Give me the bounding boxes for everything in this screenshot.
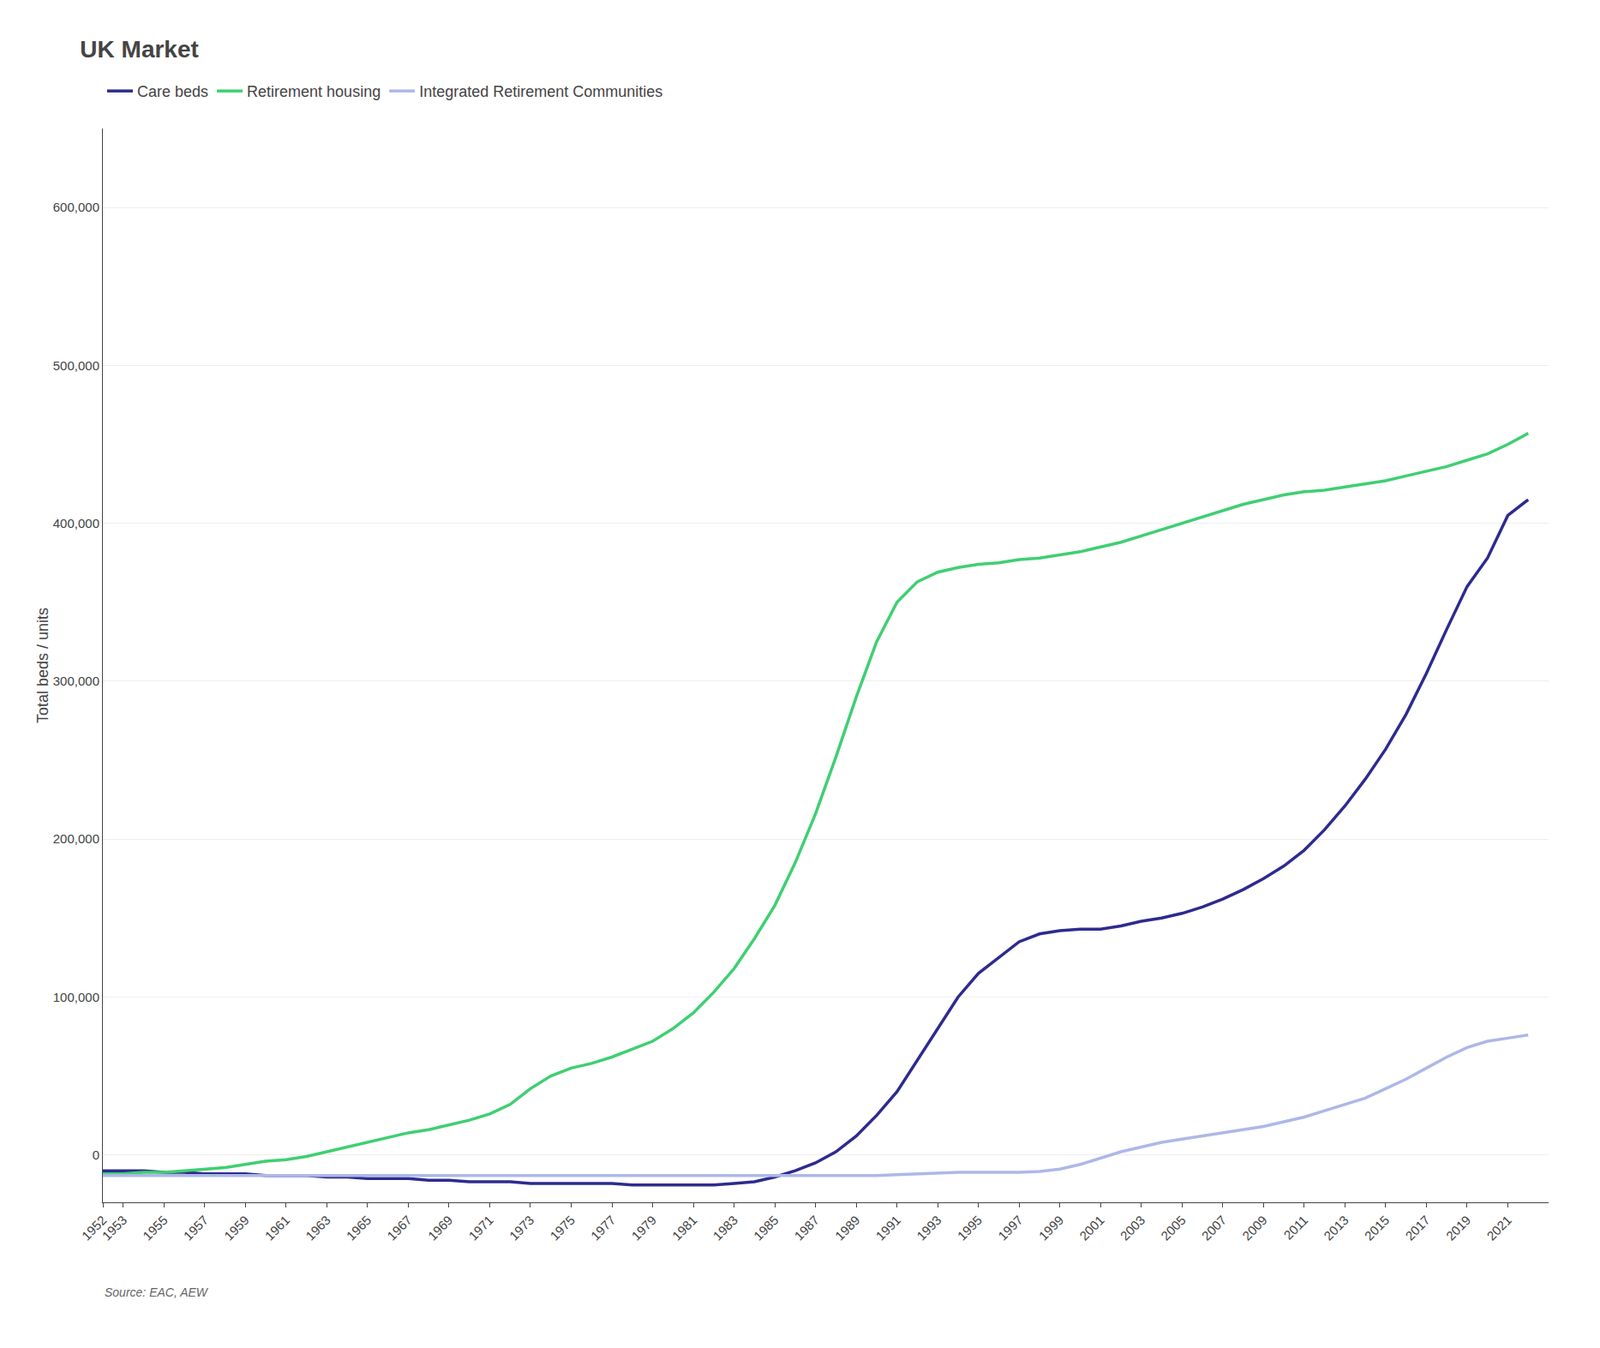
svg-text:Source: EAC, AEW: Source: EAC, AEW — [104, 1285, 210, 1300]
svg-text:2019: 2019 — [1443, 1212, 1475, 1244]
svg-text:1991: 1991 — [872, 1212, 904, 1244]
svg-text:Care beds: Care beds — [137, 83, 209, 101]
svg-text:1959: 1959 — [221, 1212, 252, 1244]
svg-text:2001: 2001 — [1076, 1212, 1108, 1244]
svg-text:1953: 1953 — [99, 1212, 131, 1244]
svg-text:2013: 2013 — [1320, 1212, 1352, 1244]
svg-text:2005: 2005 — [1157, 1212, 1189, 1244]
svg-text:1963: 1963 — [302, 1212, 334, 1244]
svg-text:2003: 2003 — [1117, 1212, 1149, 1244]
svg-text:1971: 1971 — [465, 1212, 497, 1244]
svg-text:2007: 2007 — [1198, 1212, 1230, 1244]
svg-text:1977: 1977 — [587, 1212, 619, 1244]
svg-text:1961: 1961 — [262, 1212, 294, 1244]
svg-text:1981: 1981 — [669, 1212, 701, 1244]
svg-text:UK Market: UK Market — [79, 35, 198, 63]
svg-text:1973: 1973 — [506, 1212, 538, 1244]
svg-text:1999: 1999 — [1036, 1212, 1067, 1244]
svg-text:1985: 1985 — [750, 1212, 782, 1244]
svg-text:1987: 1987 — [791, 1212, 822, 1244]
svg-text:2021: 2021 — [1483, 1212, 1515, 1244]
svg-text:2017: 2017 — [1402, 1212, 1433, 1244]
svg-text:1955: 1955 — [139, 1212, 171, 1244]
svg-text:1995: 1995 — [954, 1212, 986, 1244]
svg-text:0: 0 — [92, 1147, 100, 1163]
svg-text:100,000: 100,000 — [53, 989, 100, 1005]
svg-text:1969: 1969 — [425, 1212, 456, 1244]
svg-text:1965: 1965 — [343, 1212, 375, 1244]
svg-text:Retirement housing: Retirement housing — [246, 83, 381, 101]
svg-text:300,000: 300,000 — [53, 673, 100, 689]
svg-text:1967: 1967 — [383, 1212, 415, 1244]
svg-text:1952: 1952 — [78, 1212, 110, 1244]
svg-text:600,000: 600,000 — [53, 199, 100, 215]
svg-text:1983: 1983 — [709, 1212, 741, 1244]
svg-text:1997: 1997 — [994, 1212, 1026, 1244]
svg-text:1975: 1975 — [546, 1212, 578, 1244]
svg-text:1957: 1957 — [180, 1212, 212, 1244]
svg-text:2015: 2015 — [1361, 1212, 1393, 1244]
svg-text:2009: 2009 — [1239, 1212, 1271, 1244]
svg-text:400,000: 400,000 — [53, 515, 100, 531]
svg-text:1993: 1993 — [913, 1212, 945, 1244]
svg-text:200,000: 200,000 — [53, 831, 100, 846]
svg-text:1989: 1989 — [832, 1212, 863, 1244]
svg-text:Integrated Retirement Communit: Integrated Retirement Communities — [419, 83, 663, 101]
svg-text:2011: 2011 — [1280, 1212, 1311, 1243]
svg-text:500,000: 500,000 — [53, 358, 100, 373]
svg-text:1979: 1979 — [628, 1212, 660, 1244]
svg-text:Total beds / units: Total beds / units — [34, 607, 52, 724]
